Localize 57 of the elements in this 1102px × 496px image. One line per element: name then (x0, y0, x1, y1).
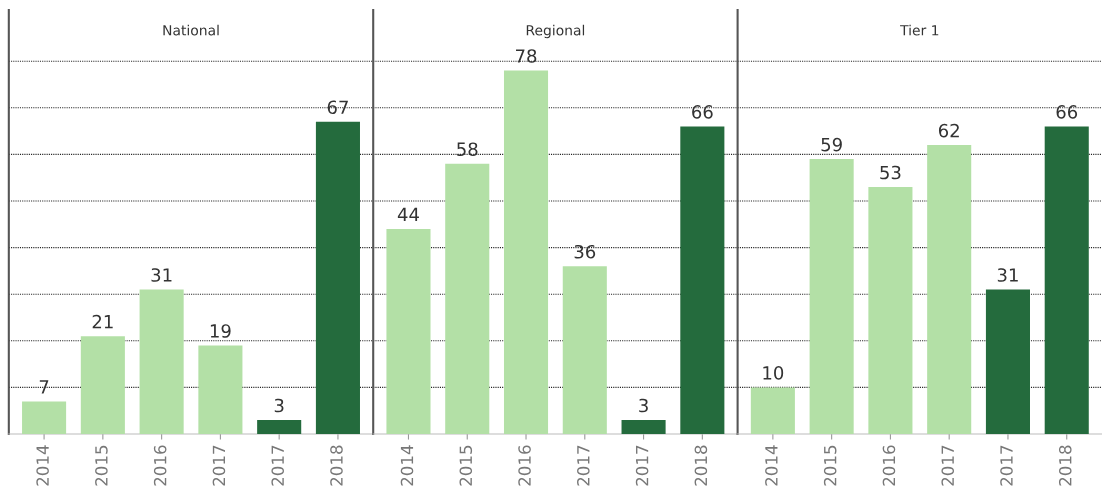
bar (621, 420, 666, 434)
bar (562, 266, 607, 434)
x-tick-label: 2014 (36, 445, 49, 486)
x-tick-label: 2018 (1058, 445, 1072, 486)
x-tick-label: 2018 (694, 445, 708, 486)
x-tick-label: 2017 (1000, 445, 1013, 486)
data-label: 53 (880, 165, 901, 180)
data-label: 44 (397, 207, 419, 222)
x-tick-label: 2015 (459, 445, 473, 486)
text: Tier 1 (900, 24, 939, 36)
bar (680, 126, 725, 434)
data-label: 66 (692, 105, 713, 119)
data-label: 31 (997, 268, 1018, 282)
x-tick-label: 2017 (271, 445, 285, 486)
bar (315, 121, 360, 434)
data-label: 59 (821, 137, 842, 152)
bar (386, 228, 431, 434)
bar (257, 420, 302, 434)
data-label: 66 (1056, 105, 1078, 119)
x-tick-label: 2016 (518, 445, 531, 486)
bar (198, 345, 243, 434)
data-label: 19 (210, 324, 231, 338)
x-tick-label: 2016 (153, 445, 167, 486)
bar (927, 145, 972, 434)
data-label: 58 (457, 142, 478, 157)
bar (445, 163, 490, 434)
bar (985, 289, 1030, 434)
x-tick-label: 2017 (577, 445, 590, 486)
data-label: 36 (574, 244, 596, 259)
x-tick-label: 2014 (400, 445, 414, 486)
text: National (163, 24, 219, 36)
x-tick-label: 2014 (765, 445, 778, 486)
data-label: 21 (92, 314, 113, 329)
bar (868, 187, 913, 434)
bar (750, 387, 795, 434)
bar (503, 70, 549, 434)
bar (22, 401, 67, 434)
data-label: 31 (151, 268, 172, 282)
x-tick-label: 2015 (95, 445, 108, 486)
text: Regional (526, 24, 585, 39)
bar (809, 159, 854, 434)
x-tick-label: 2017 (212, 445, 226, 486)
data-label: 78 (516, 49, 537, 63)
data-label: 3 (274, 398, 284, 413)
x-tick-label: 2015 (823, 445, 837, 486)
bar (80, 336, 125, 434)
data-label: 62 (938, 123, 959, 138)
data-label: 7 (39, 380, 49, 394)
data-label: 3 (639, 398, 648, 413)
x-tick-label: 2017 (941, 445, 955, 486)
x-tick-label: 2016 (882, 445, 896, 486)
bar (1044, 126, 1089, 434)
x-tick-label: 2017 (635, 445, 649, 486)
x-tick-label: 2018 (330, 445, 343, 486)
data-label: 10 (763, 366, 784, 380)
data-label: 67 (327, 100, 348, 115)
bar (139, 289, 184, 434)
